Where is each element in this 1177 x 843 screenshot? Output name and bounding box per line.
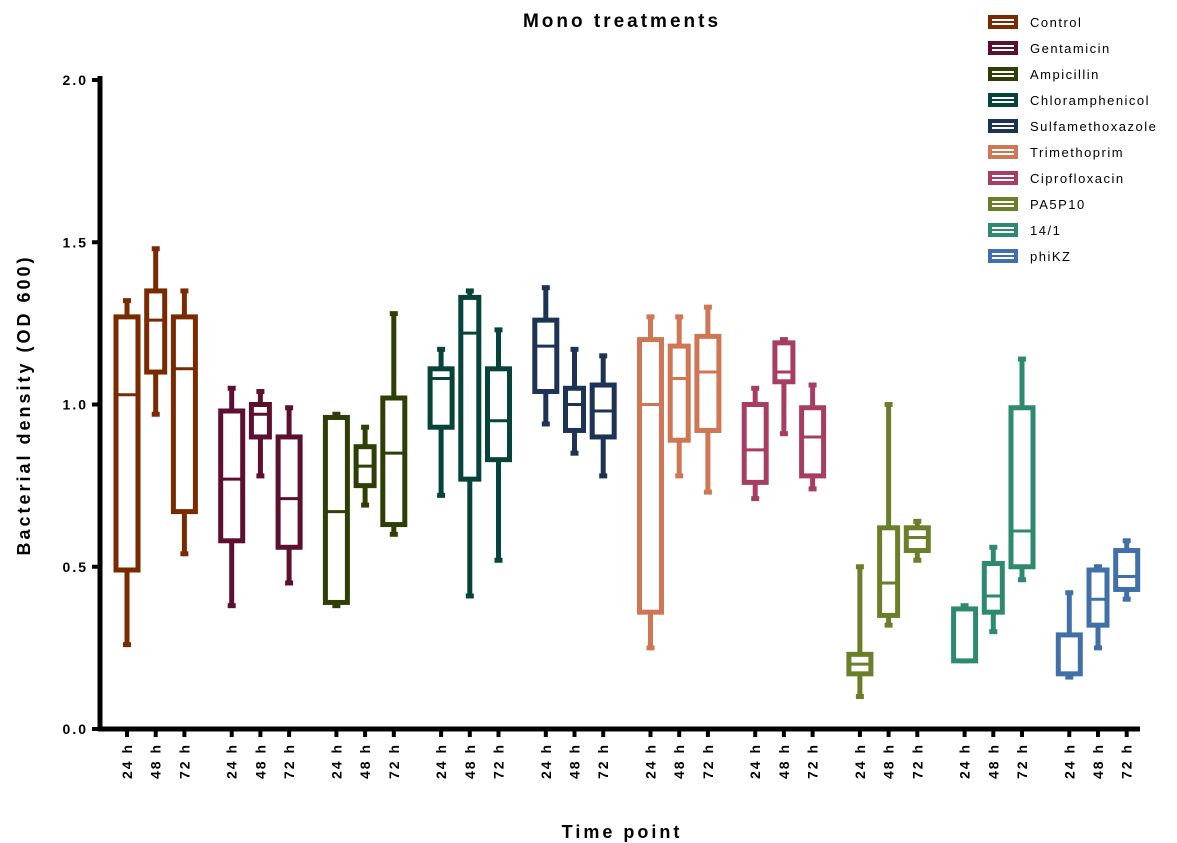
x-tick-label: 72 h: [805, 743, 821, 779]
box: [458, 294, 482, 482]
x-tick-label: 48 h: [671, 743, 687, 779]
x-tick-label: 48 h: [1090, 743, 1106, 779]
box: [1113, 548, 1141, 592]
legend-item: Ampicillin: [988, 67, 1100, 82]
x-tick-label: 24 h: [1061, 743, 1077, 779]
x-tick-label: 48 h: [985, 743, 1001, 779]
series-group: [846, 402, 931, 700]
series-group: [218, 385, 303, 609]
legend-label: PA5P10: [1030, 197, 1086, 212]
series-group: [951, 356, 1036, 664]
x-tick-label: 24 h: [747, 743, 763, 779]
chart-title: Mono treatments: [523, 11, 721, 32]
box: [981, 561, 1005, 615]
x-tick-label: 48 h: [776, 743, 792, 779]
plot-area: 0.0 0.5 1.0 1.5 2.0 24 h 48 h 72 h 24 h 48 h 72 h 2…: [63, 72, 1141, 779]
box: [144, 288, 168, 375]
x-tick-label: 72 h: [386, 743, 402, 779]
y-tick-label: 2.0: [63, 72, 88, 88]
legend-label: Trimethoprim: [1030, 145, 1124, 160]
x-tick-label: 24 h: [957, 743, 973, 779]
x-tick-label: 48 h: [252, 743, 268, 779]
x-tick-label: 48 h: [357, 743, 373, 779]
box: [741, 402, 769, 485]
legend-item: 14/1: [988, 223, 1061, 238]
box: [563, 385, 586, 433]
legend-item: Chloramphenicol: [988, 93, 1150, 108]
series-group: [637, 304, 722, 651]
series-group: [1055, 538, 1141, 680]
series-group: [322, 311, 408, 609]
legend-label: 14/1: [1030, 223, 1061, 238]
y-tick-label: 1.0: [63, 397, 88, 413]
x-tick-label: 24 h: [643, 743, 659, 779]
box: [1055, 632, 1083, 677]
box: [877, 525, 901, 618]
box: [903, 525, 931, 554]
x-tick-label: 48 h: [462, 743, 478, 779]
box: [380, 395, 408, 528]
box: [218, 408, 246, 544]
legend-item: phiKZ: [988, 249, 1071, 264]
legend-label: Ciprofloxacin: [1030, 171, 1125, 186]
x-tick-label: 24 h: [433, 743, 449, 779]
box: [427, 366, 455, 430]
x-tick-label: 72 h: [281, 743, 297, 779]
box: [951, 606, 979, 664]
box: [170, 314, 198, 515]
box: [322, 414, 350, 605]
legend-label: Gentamicin: [1030, 41, 1111, 56]
legend-item: Ciprofloxacin: [988, 171, 1125, 186]
series-group: [741, 337, 827, 502]
box: [694, 333, 722, 433]
box: [637, 337, 664, 615]
legend-label: Sulfamethoxazole: [1030, 119, 1157, 134]
x-tick-label: 72 h: [176, 743, 192, 779]
y-tick-label: 1.5: [63, 234, 88, 250]
x-tick-label: 72 h: [1014, 743, 1030, 779]
x-tick-label: 24 h: [119, 743, 135, 779]
legend-item: Control: [988, 15, 1082, 30]
x-tick-label: 72 h: [1119, 743, 1135, 779]
x-tick-label: 72 h: [909, 743, 925, 779]
x-tick-label: 72 h: [700, 743, 716, 779]
x-tick-label: 24 h: [852, 743, 868, 779]
legend-label: phiKZ: [1030, 249, 1071, 264]
series-group: [427, 288, 512, 599]
legend-item: Sulfamethoxazole: [988, 119, 1157, 134]
box: [799, 405, 827, 479]
legend-label: Chloramphenicol: [1030, 93, 1150, 108]
x-tick-label: 48 h: [567, 743, 583, 779]
box: [532, 317, 560, 395]
legend: Control Gentamicin Ampicillin Chloramphenic…: [988, 15, 1157, 264]
y-tick-label: 0.0: [63, 721, 88, 737]
box: [772, 340, 796, 385]
box: [275, 434, 303, 550]
x-tick-label: 72 h: [491, 743, 507, 779]
legend-label: Ampicillin: [1030, 67, 1100, 82]
x-tick-label: 48 h: [881, 743, 897, 779]
y-axis-label: Bacterial density (OD 600): [14, 254, 34, 555]
box: [248, 402, 272, 440]
box: [1008, 405, 1036, 570]
box: [113, 314, 141, 573]
x-tick-label: 24 h: [224, 743, 240, 779]
x-tick-label: 72 h: [595, 743, 611, 779]
legend-item: Gentamicin: [988, 41, 1111, 56]
legend-label: Control: [1030, 15, 1082, 30]
x-tick-label: 48 h: [148, 743, 164, 779]
box: [485, 366, 512, 463]
series-group: [532, 285, 617, 479]
series-group: [113, 246, 198, 648]
x-tick-label: 24 h: [328, 743, 344, 779]
legend-item: PA5P10: [988, 197, 1086, 212]
legend-item: Trimethoprim: [988, 145, 1124, 160]
x-tick-label: 24 h: [538, 743, 554, 779]
y-tick-label: 0.5: [63, 559, 88, 575]
box: [1086, 567, 1110, 628]
x-axis-label: Time point: [562, 822, 683, 842]
box: [667, 343, 691, 443]
